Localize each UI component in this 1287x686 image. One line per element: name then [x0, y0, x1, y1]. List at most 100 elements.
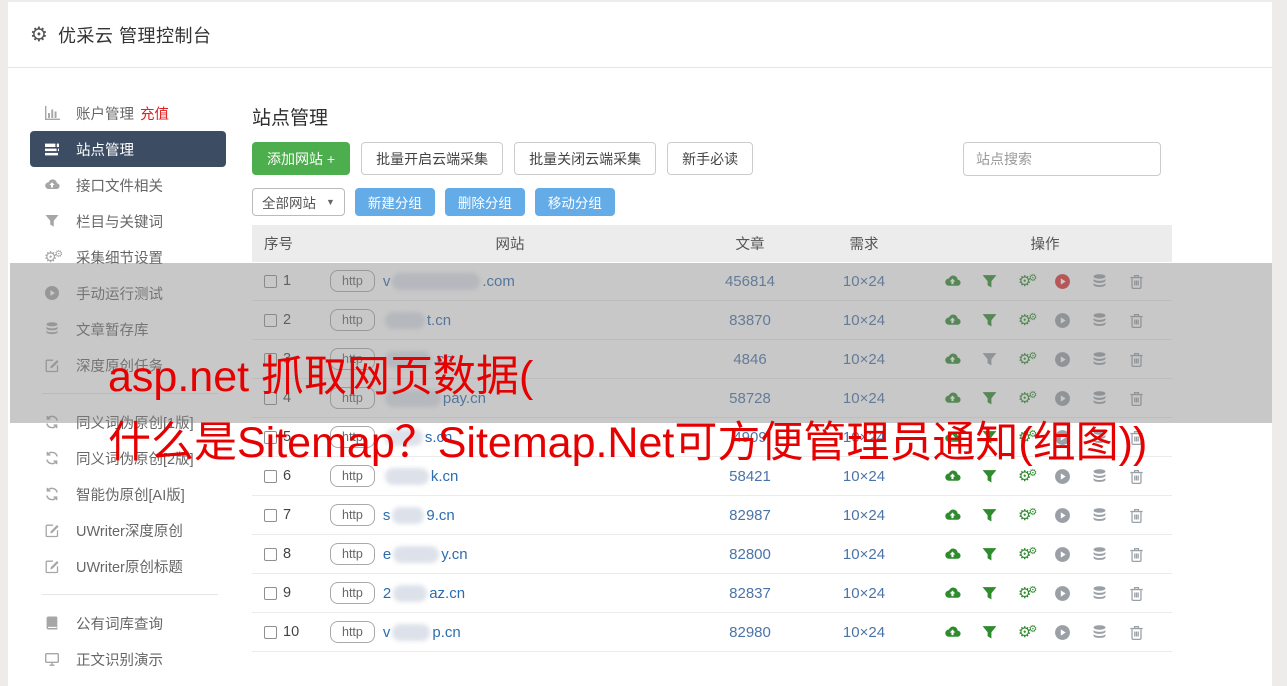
site-search-input[interactable] [963, 142, 1161, 176]
trash-icon[interactable] [1128, 351, 1145, 368]
filter-icon[interactable] [981, 312, 998, 329]
row-checkbox[interactable] [264, 469, 277, 483]
row-checkbox[interactable] [264, 313, 277, 327]
site-domain[interactable]: v p.cn [383, 623, 461, 641]
cloud-upload-icon[interactable] [944, 585, 961, 602]
trash-icon[interactable] [1128, 429, 1145, 446]
filter-icon[interactable] [981, 468, 998, 485]
row-checkbox[interactable] [264, 391, 277, 405]
cloud-upload-icon[interactable] [944, 312, 961, 329]
gears-icon[interactable]: ⚙⚙ [1018, 428, 1037, 446]
gears-icon[interactable]: ⚙⚙ [1018, 584, 1037, 602]
cloud-upload-icon[interactable] [944, 351, 961, 368]
row-checkbox[interactable] [264, 430, 277, 444]
site-domain[interactable]: v .com [383, 272, 515, 290]
trash-icon[interactable] [1128, 312, 1145, 329]
site-domain[interactable]: k.cn [383, 467, 458, 485]
cloud-upload-icon[interactable] [944, 546, 961, 563]
sidebar-item-4[interactable]: ⚙⚙ 采集细节设置 [30, 239, 226, 275]
site-domain[interactable]: .cn [383, 350, 453, 368]
database-icon[interactable] [1091, 312, 1108, 329]
site-domain[interactable]: 2 az.cn [383, 584, 465, 602]
database-icon[interactable] [1091, 273, 1108, 290]
site-domain[interactable]: s.cn [383, 428, 452, 446]
filter-icon[interactable] [981, 546, 998, 563]
delete-group-button[interactable]: 删除分组 [444, 188, 525, 216]
database-icon[interactable] [1091, 468, 1108, 485]
cloud-upload-icon[interactable] [944, 624, 961, 641]
sidebar-item-6[interactable]: 文章暂存库 [30, 311, 226, 347]
database-icon[interactable] [1091, 507, 1108, 524]
cloud-upload-icon[interactable] [944, 468, 961, 485]
play-circle-icon[interactable] [1054, 468, 1071, 485]
filter-icon[interactable] [981, 390, 998, 407]
new-group-button[interactable]: 新建分组 [354, 188, 435, 216]
gears-icon[interactable]: ⚙⚙ [1018, 311, 1037, 329]
database-icon[interactable] [1091, 351, 1108, 368]
gears-icon[interactable]: ⚙⚙ [1018, 272, 1037, 290]
newbie-guide-button[interactable]: 新手必读 [667, 142, 754, 175]
row-checkbox[interactable] [264, 586, 277, 600]
row-checkbox[interactable] [264, 547, 277, 561]
trash-icon[interactable] [1128, 468, 1145, 485]
trash-icon[interactable] [1128, 390, 1145, 407]
trash-icon[interactable] [1128, 585, 1145, 602]
database-icon[interactable] [1091, 390, 1108, 407]
row-checkbox[interactable] [264, 508, 277, 522]
sidebar-item-13[interactable]: UWriter原创标题 [30, 548, 226, 584]
move-group-button[interactable]: 移动分组 [534, 188, 615, 216]
database-icon[interactable] [1091, 429, 1108, 446]
filter-icon[interactable] [981, 273, 998, 290]
filter-icon[interactable] [981, 624, 998, 641]
site-domain[interactable]: s 9.cn [383, 506, 455, 524]
trash-icon[interactable] [1128, 546, 1145, 563]
sidebar-item-12[interactable]: UWriter深度原创 [30, 512, 226, 548]
sidebar-item-16[interactable]: 正文识别演示 [30, 641, 226, 677]
sidebar-item-10[interactable]: 同义词伪原创[2版] [30, 440, 226, 476]
cloud-upload-icon[interactable] [944, 507, 961, 524]
gears-icon[interactable]: ⚙⚙ [1018, 350, 1037, 368]
database-icon[interactable] [1091, 546, 1108, 563]
row-checkbox[interactable] [264, 274, 277, 288]
filter-icon[interactable] [981, 351, 998, 368]
row-checkbox[interactable] [264, 352, 277, 366]
add-site-button[interactable]: 添加网站 + [252, 142, 351, 175]
gears-icon[interactable]: ⚙⚙ [1018, 467, 1037, 485]
trash-icon[interactable] [1128, 273, 1145, 290]
sidebar-item-11[interactable]: 智能伪原创[AI版] [30, 476, 226, 512]
site-domain[interactable]: pay.cn [383, 389, 486, 407]
sidebar-item-9[interactable]: 同义词伪原创[1版] [30, 404, 226, 440]
sidebar-item-15[interactable]: 公有词库查询 [30, 605, 226, 641]
gears-icon[interactable]: ⚙⚙ [1018, 506, 1037, 524]
play-circle-icon[interactable] [1054, 390, 1071, 407]
play-circle-icon[interactable] [1054, 312, 1071, 329]
recharge-link[interactable]: 充值 [140, 106, 169, 123]
cloud-upload-icon[interactable] [944, 273, 961, 290]
play-circle-icon[interactable] [1054, 624, 1071, 641]
gears-icon[interactable]: ⚙⚙ [1018, 389, 1037, 407]
cloud-upload-icon[interactable] [944, 390, 961, 407]
trash-icon[interactable] [1128, 507, 1145, 524]
play-circle-icon[interactable] [1054, 507, 1071, 524]
database-icon[interactable] [1091, 624, 1108, 641]
cloud-upload-icon[interactable] [944, 429, 961, 446]
sidebar-item-3[interactable]: 栏目与关键词 [30, 203, 226, 239]
filter-icon[interactable] [981, 585, 998, 602]
filter-icon[interactable] [981, 507, 998, 524]
play-circle-icon[interactable] [1054, 429, 1071, 446]
batch-close-button[interactable]: 批量关闭云端采集 [514, 142, 657, 175]
trash-icon[interactable] [1128, 624, 1145, 641]
sidebar-item-2[interactable]: 接口文件相关 [30, 167, 226, 203]
gears-icon[interactable]: ⚙⚙ [1018, 545, 1037, 563]
row-checkbox[interactable] [264, 625, 277, 639]
sidebar-item-5[interactable]: 手动运行测试 [30, 275, 226, 311]
sidebar-item-0[interactable]: 账户管理 充值 [30, 95, 226, 131]
site-domain[interactable]: t.cn [383, 311, 451, 329]
sidebar-item-1[interactable]: 站点管理 [30, 131, 226, 167]
play-circle-icon[interactable] [1054, 351, 1071, 368]
site-group-select[interactable]: 全部网站 ▼ [252, 188, 345, 216]
gears-icon[interactable]: ⚙⚙ [1018, 623, 1037, 641]
play-circle-icon[interactable] [1054, 546, 1071, 563]
site-domain[interactable]: e y.cn [383, 545, 468, 563]
sidebar-item-7[interactable]: 深度原创任务 [30, 347, 226, 383]
